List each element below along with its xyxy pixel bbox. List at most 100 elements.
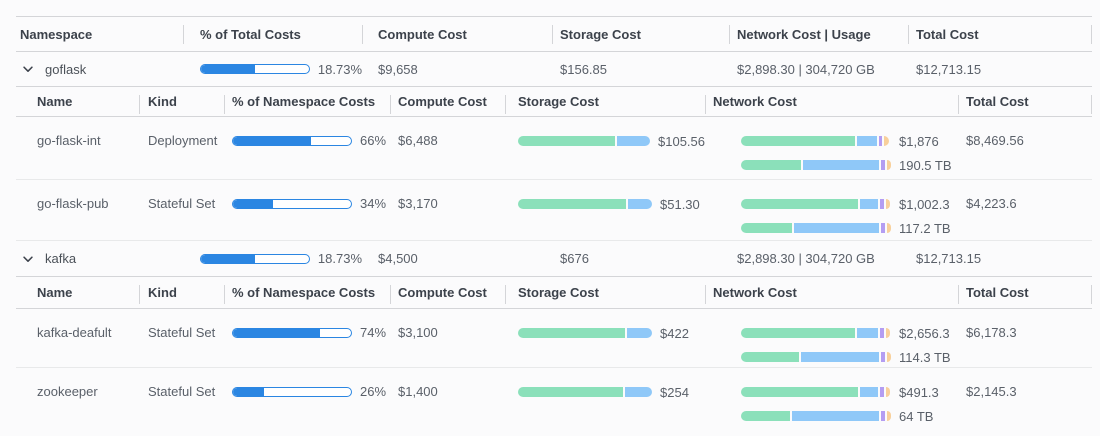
header-compute-cost: Compute Cost — [390, 87, 505, 116]
pct-namespace-bar — [232, 328, 352, 338]
header-network-cost-usage: Network Cost | Usage — [729, 17, 908, 51]
namespace-compute-cost: $4,500 — [378, 251, 418, 266]
pct-namespace-label: 74% — [360, 325, 387, 340]
namespace-row[interactable]: kafka 18.73% $4,500 $676 $2,898.30 | 304… — [16, 241, 1092, 277]
namespace-total-cost: $12,713.15 — [916, 61, 982, 77]
pct-namespace-bar — [232, 199, 352, 209]
network-usage-label: 114.3 TB — [899, 349, 951, 365]
namespace-storage-cost: $156.85 — [560, 61, 607, 77]
storage-cell: $254 — [505, 368, 705, 429]
network-cost-bar — [741, 199, 891, 209]
pct-namespace-cell: 34% — [224, 180, 390, 240]
workload-kind: Stateful Set — [148, 196, 216, 211]
storage-cell: $51.30 — [505, 180, 705, 240]
workload-row[interactable]: zookeeper Stateful Set 26% $1,400 $254 $… — [16, 368, 1092, 429]
namespace-storage-cost: $676 — [560, 251, 589, 266]
header-pct-namespace-costs: % of Namespace Costs — [224, 277, 390, 308]
compute-cost: $1,400 — [398, 384, 438, 399]
namespace-total-cost: $12,713.15 — [916, 251, 982, 266]
header-storage-cost: Storage Cost — [552, 17, 729, 51]
storage-cost-label: $105.56 — [658, 133, 705, 149]
workload-row[interactable]: kafka-deafult Stateful Set 74% $3,100 $4… — [16, 309, 1092, 368]
header-storage-cost: Storage Cost — [505, 277, 705, 308]
workload-name: go-flask-pub — [37, 196, 109, 211]
storage-cost-label: $422 — [660, 325, 689, 341]
workload-name: go-flask-int — [37, 133, 101, 148]
storage-cost-bar — [518, 387, 652, 397]
workload-row[interactable]: go-flask-int Deployment 66% $6,488 $105.… — [16, 117, 1092, 180]
header-name: Name — [37, 285, 73, 300]
workload-kind: Deployment — [148, 133, 218, 148]
pct-total-label: 18.73% — [317, 61, 362, 77]
total-cost: $6,178.3 — [966, 325, 1017, 340]
header-kind: Kind — [139, 277, 224, 308]
namespace-network-cost-usage: $2,898.30 | 304,720 GB — [737, 61, 875, 77]
namespace-name: goflask — [45, 61, 87, 77]
namespace-cell: kafka — [16, 251, 183, 267]
pct-total-bar — [200, 253, 310, 264]
header-network-cost: Network Cost — [705, 87, 958, 116]
network-cell: $1,876 190.5 TB — [705, 117, 958, 179]
network-usage-bar — [741, 352, 892, 362]
namespace-network-cost-usage: $2,898.30 | 304,720 GB — [737, 251, 875, 266]
inner-header-row: Name Kind % of Namespace Costs Compute C… — [16, 277, 1092, 309]
network-cost-label: $2,656.3 — [899, 325, 950, 341]
pct-namespace-label: 34% — [360, 196, 387, 211]
compute-cost: $3,170 — [398, 196, 438, 211]
header-network-cost: Network Cost — [705, 277, 958, 308]
inner-header-row: Name Kind % of Namespace Costs Compute C… — [16, 87, 1092, 117]
chevron-down-icon[interactable] — [20, 251, 36, 267]
namespace-name: kafka — [45, 251, 77, 266]
network-usage-bar — [741, 223, 892, 233]
header-kind: Kind — [139, 87, 224, 116]
network-cost-bar — [741, 328, 891, 338]
workload-name: zookeeper — [37, 384, 98, 399]
namespace-row[interactable]: goflask 18.73% $9,658 $156.85 $2,898.30 … — [16, 52, 1092, 87]
namespace-cell: goflask — [16, 61, 183, 77]
network-cost-bar — [741, 387, 891, 397]
total-cost: $2,145.3 — [966, 384, 1017, 399]
workload-row[interactable]: go-flask-pub Stateful Set 34% $3,170 $51… — [16, 180, 1092, 241]
compute-cost: $6,488 — [398, 133, 438, 148]
header-storage-cost: Storage Cost — [505, 87, 705, 116]
outer-header-row: Namespace % of Total Costs Compute Cost … — [16, 17, 1092, 52]
storage-cost-label: $254 — [660, 384, 689, 400]
header-total-cost: Total Cost — [908, 17, 1092, 51]
pct-total-cell: 18.73% — [183, 251, 362, 266]
storage-cost-bar — [518, 328, 652, 338]
storage-cell: $422 — [505, 309, 705, 369]
pct-namespace-cell: 66% — [224, 117, 390, 179]
header-compute-cost: Compute Cost — [390, 277, 505, 308]
network-usage-bar — [741, 160, 892, 170]
storage-cell: $105.56 — [505, 117, 705, 179]
header-total-cost: Total Cost — [958, 87, 1092, 116]
header-pct-total-costs: % of Total Costs — [183, 17, 362, 51]
workload-kind: Stateful Set — [148, 384, 216, 399]
network-cost-label: $1,002.3 — [899, 196, 950, 212]
pct-namespace-label: 26% — [360, 384, 387, 399]
network-usage-label: 190.5 TB — [899, 157, 952, 173]
network-cost-bar — [741, 136, 891, 146]
network-usage-bar — [741, 411, 892, 421]
header-pct-namespace-costs: % of Namespace Costs — [224, 87, 390, 116]
cost-table: Namespace % of Total Costs Compute Cost … — [16, 16, 1092, 429]
workload-name: kafka-deafult — [37, 325, 112, 340]
header-total-cost: Total Cost — [958, 277, 1092, 308]
header-compute-cost: Compute Cost — [362, 17, 552, 51]
total-cost: $8,469.56 — [966, 133, 1024, 148]
storage-cost-bar — [518, 199, 652, 209]
network-cell: $1,002.3 117.2 TB — [705, 180, 958, 240]
network-cell: $491.3 64 TB — [705, 368, 958, 429]
total-cost: $4,223.6 — [966, 196, 1017, 211]
pct-total-cell: 18.73% — [183, 62, 362, 77]
pct-namespace-bar — [232, 136, 352, 146]
pct-namespace-label: 66% — [360, 133, 387, 148]
workload-kind: Stateful Set — [148, 325, 216, 340]
storage-cost-label: $51.30 — [660, 196, 700, 212]
network-usage-label: 117.2 TB — [899, 220, 951, 236]
compute-cost: $3,100 — [398, 325, 438, 340]
pct-namespace-cell: 74% — [224, 309, 390, 369]
header-namespace: Namespace — [20, 26, 93, 42]
chevron-down-icon[interactable] — [20, 61, 36, 77]
network-cost-label: $491.3 — [899, 384, 939, 400]
